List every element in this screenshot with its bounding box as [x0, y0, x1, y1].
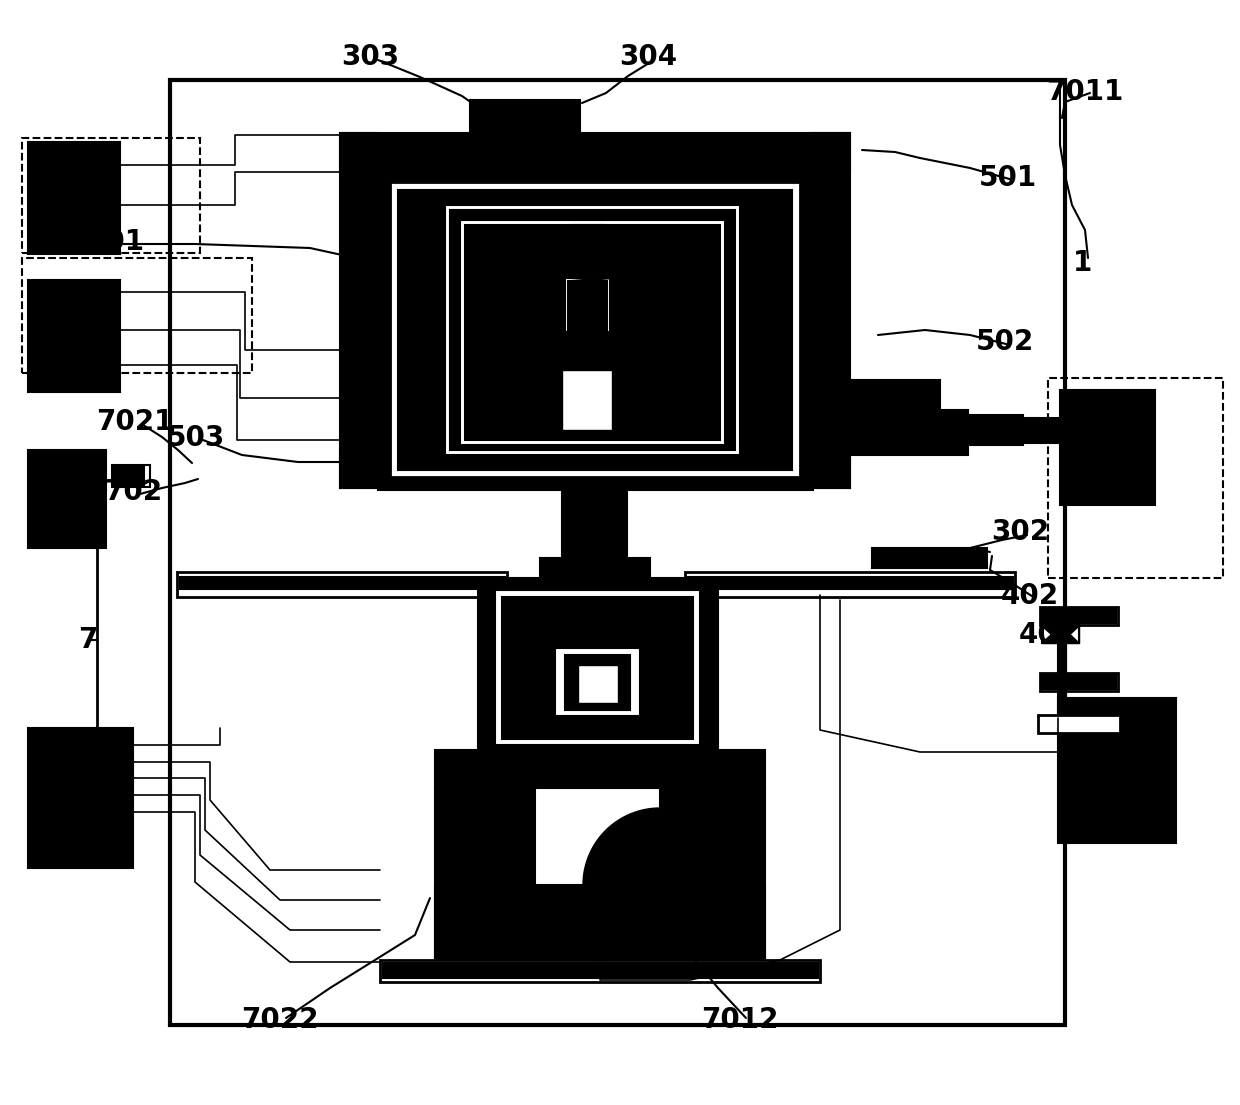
Bar — [460, 220, 725, 445]
Bar — [1058, 691, 1066, 716]
Text: 303: 303 — [341, 43, 399, 71]
Bar — [29, 143, 120, 254]
Bar — [838, 410, 968, 455]
Bar — [502, 597, 693, 739]
Bar — [968, 415, 1023, 445]
Text: 302: 302 — [991, 518, 1049, 546]
Text: 401: 401 — [1019, 621, 1078, 649]
Bar — [568, 281, 608, 330]
Bar — [112, 465, 150, 487]
Bar — [435, 788, 534, 962]
Text: 402: 402 — [1001, 582, 1059, 610]
Bar — [684, 572, 1016, 597]
Text: 502: 502 — [976, 328, 1034, 356]
Bar — [379, 960, 820, 982]
Text: 1: 1 — [1073, 249, 1091, 277]
Bar — [556, 332, 620, 350]
Bar — [578, 665, 618, 703]
Bar — [556, 262, 620, 280]
Bar — [1023, 418, 1063, 443]
Bar — [378, 170, 813, 490]
Bar — [1038, 715, 1120, 733]
Bar — [839, 380, 940, 415]
Bar — [177, 572, 507, 597]
Bar — [122, 467, 128, 485]
Bar — [391, 182, 800, 477]
Bar — [22, 138, 200, 253]
Text: 503: 503 — [167, 424, 226, 452]
Bar — [565, 278, 610, 333]
Bar — [505, 133, 556, 158]
Bar — [1058, 643, 1066, 673]
Bar — [872, 548, 987, 568]
Bar — [180, 577, 505, 589]
Polygon shape — [1042, 625, 1079, 643]
Text: 702: 702 — [104, 478, 162, 506]
Bar — [170, 80, 1065, 1025]
Bar — [114, 467, 120, 485]
Bar — [1042, 609, 1116, 623]
Bar — [565, 655, 630, 711]
Bar — [495, 590, 701, 745]
Polygon shape — [583, 808, 660, 885]
Bar — [435, 885, 765, 962]
Polygon shape — [567, 263, 618, 280]
Bar — [470, 99, 580, 158]
Bar — [435, 750, 765, 788]
Bar — [539, 558, 650, 580]
Bar — [22, 257, 252, 373]
Text: 304: 304 — [619, 43, 677, 71]
Bar — [138, 467, 144, 485]
Bar — [340, 133, 378, 488]
Polygon shape — [567, 333, 618, 350]
Bar — [1060, 390, 1154, 505]
Bar — [1040, 673, 1118, 691]
Text: 501: 501 — [978, 164, 1037, 192]
Text: 5: 5 — [87, 291, 107, 319]
Text: 6: 6 — [1102, 751, 1122, 779]
Bar — [1048, 378, 1223, 578]
Polygon shape — [1042, 627, 1079, 643]
Bar — [340, 133, 849, 171]
Bar — [562, 488, 627, 568]
Bar — [1058, 698, 1176, 843]
Bar — [516, 158, 544, 198]
Bar — [130, 467, 136, 485]
Bar — [450, 210, 735, 450]
Bar — [29, 728, 133, 869]
Bar — [1042, 675, 1116, 690]
Text: 2: 2 — [615, 298, 635, 326]
Bar — [477, 578, 718, 753]
Bar — [556, 648, 640, 716]
Bar — [29, 450, 105, 548]
Bar — [1040, 607, 1118, 625]
Bar — [445, 206, 740, 455]
Bar — [572, 225, 601, 265]
Bar — [465, 225, 720, 440]
Text: 7022: 7022 — [242, 1006, 319, 1034]
Bar — [398, 190, 792, 470]
Bar — [29, 280, 120, 392]
Text: 7011: 7011 — [1047, 78, 1123, 106]
Text: 7021: 7021 — [97, 408, 174, 436]
Bar — [812, 133, 849, 488]
Bar — [562, 370, 613, 430]
Text: 4: 4 — [1099, 418, 1117, 446]
Text: 701: 701 — [66, 761, 124, 789]
Bar — [660, 788, 765, 962]
Bar — [340, 450, 849, 488]
Text: 7012: 7012 — [702, 1006, 779, 1034]
Bar — [688, 577, 1013, 589]
Bar — [572, 348, 601, 378]
Text: 301: 301 — [86, 228, 144, 256]
Polygon shape — [1042, 627, 1079, 643]
Bar — [383, 962, 818, 978]
Text: 7: 7 — [78, 627, 98, 654]
Text: 3: 3 — [47, 164, 67, 192]
Bar — [1042, 625, 1079, 643]
